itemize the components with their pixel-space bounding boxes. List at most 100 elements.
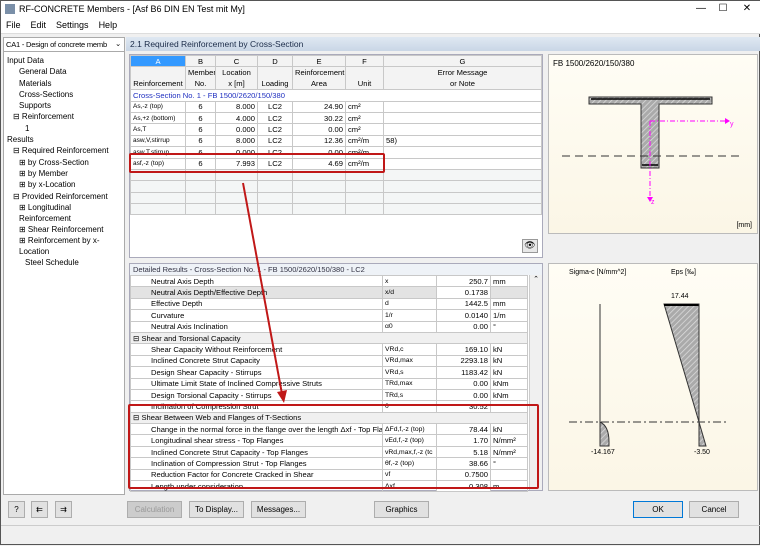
- column-letter[interactable]: D: [257, 54, 293, 68]
- column-letter[interactable]: C: [215, 54, 258, 68]
- empty-row: [130, 203, 542, 216]
- minimize-button[interactable]: —: [696, 3, 706, 14]
- table-cell[interactable]: As,+z (bottom): [130, 111, 186, 125]
- maximize-button[interactable]: ☐: [718, 3, 728, 14]
- tree-item[interactable]: ⊞ by Cross-Section: [19, 157, 89, 167]
- detailed-results-title: Detailed Results - Cross-Section No. 1 -…: [130, 264, 542, 275]
- table-cell[interactable]: LC2: [257, 100, 293, 113]
- menu-edit[interactable]: Edit: [30, 20, 47, 30]
- graphics-button[interactable]: Graphics: [374, 501, 429, 518]
- column-letter[interactable]: G: [383, 54, 542, 68]
- column-letter[interactable]: E: [292, 54, 346, 68]
- tree-item[interactable]: 1: [25, 123, 30, 133]
- table-row[interactable]: As,T 6 0.000 LC2 0.00 cm²: [130, 123, 542, 136]
- tree-item[interactable]: ⊞ Longitudinal Reinforcement: [19, 202, 72, 223]
- table-cell[interactable]: cm²: [345, 123, 384, 136]
- tree-item[interactable]: ⊞ by Member: [19, 168, 68, 178]
- column-letter[interactable]: B: [185, 54, 216, 68]
- table-cell[interactable]: 6: [185, 123, 216, 136]
- tree-item[interactable]: Input Data: [7, 56, 44, 65]
- menu-settings[interactable]: Settings: [56, 20, 89, 30]
- tree-item[interactable]: Results: [7, 135, 34, 145]
- sigma-block: [599, 421, 610, 447]
- detail-name: Neutral Axis Depth: [130, 274, 383, 288]
- table-cell[interactable]: [383, 146, 542, 159]
- column-letter[interactable]: F: [345, 54, 384, 68]
- column-header: x [m]: [215, 78, 258, 91]
- table-cell[interactable]: LC2: [257, 123, 293, 136]
- table-row[interactable]: asf,-z (top) 6 7.993 LC2 4.69 cm²/m: [130, 157, 542, 170]
- table-cell[interactable]: [383, 100, 542, 113]
- column-letter[interactable]: A: [130, 54, 186, 68]
- table-row[interactable]: asw,T,stirrup 6 0.000 LC2 0.00 cm²/m: [130, 146, 542, 159]
- detail-unit: °: [490, 457, 528, 470]
- calculation-button[interactable]: Calculation: [127, 501, 182, 518]
- tree-item[interactable]: ⊟ Provided Reinforcement: [13, 191, 108, 201]
- detail-name: Ultimate Limit State of Inclined Compres…: [130, 377, 383, 390]
- cross-section-graphic: FB 1500/2620/150/380 y z [mm]: [548, 54, 758, 234]
- detail-name: Shear Capacity Without Reinforcement: [130, 343, 383, 356]
- table-cell[interactable]: 58): [383, 134, 542, 148]
- tree-item[interactable]: ⊞ by x-Location: [19, 180, 76, 190]
- detail-sym: x: [382, 274, 437, 288]
- close-button[interactable]: ✕: [742, 3, 752, 14]
- table-row[interactable]: asw,V,stirrup 6 8.000 LC2 12.36 cm²/m 58): [130, 134, 542, 148]
- table-cell[interactable]: 0.00: [292, 123, 346, 136]
- scroll-up-icon[interactable]: ⌃: [533, 276, 539, 283]
- column-header: or Note: [383, 78, 542, 91]
- detail-unit: mm: [490, 297, 528, 311]
- table-cell[interactable]: 8.000: [215, 134, 258, 148]
- table-cell[interactable]: As,T: [130, 123, 186, 136]
- app-icon: [5, 4, 15, 14]
- detail-sym: α0: [382, 320, 437, 333]
- column-header: [257, 66, 293, 79]
- messages-button[interactable]: Messages...: [251, 501, 306, 518]
- table-row[interactable]: As,+z (bottom) 6 4.000 LC2 30.22 cm²: [130, 111, 542, 125]
- menu-help[interactable]: Help: [98, 20, 118, 30]
- tree-item[interactable]: ⊟ Required Reinforcement: [13, 146, 109, 156]
- tree-item[interactable]: ⊟ Reinforcement: [13, 112, 74, 122]
- table-row[interactable]: As,-z (top) 6 8.000 LC2 24.90 cm²: [130, 100, 542, 113]
- table-cell[interactable]: [383, 157, 542, 170]
- table-cell[interactable]: 6: [185, 134, 216, 148]
- help-icon[interactable]: ?: [8, 501, 25, 518]
- table-cell[interactable]: 0.000: [215, 123, 258, 136]
- table-cell[interactable]: 8.000: [215, 100, 258, 113]
- detail-row: Neutral Axis Depth x 250.7 mm: [130, 274, 528, 288]
- case-selector[interactable]: CA1 - Design of concrete memb ⌄: [4, 38, 124, 52]
- table-cell[interactable]: 30.22: [292, 111, 346, 125]
- menu-file[interactable]: File: [6, 20, 21, 30]
- table-cell[interactable]: 4.000: [215, 111, 258, 125]
- table-cell[interactable]: [383, 111, 542, 125]
- z-axis-arrow-icon: [647, 197, 653, 202]
- detail-name: Inclined Concrete Strut Capacity: [130, 354, 383, 368]
- table-cell[interactable]: [383, 123, 542, 136]
- table-cell[interactable]: cm²: [345, 100, 384, 113]
- tree-item[interactable]: Materials: [19, 78, 52, 88]
- table-cell[interactable]: LC2: [257, 111, 293, 125]
- table-cell[interactable]: 24.90: [292, 100, 346, 113]
- detail-val: 0.00: [436, 377, 491, 390]
- next-icon[interactable]: ⇉: [55, 501, 72, 518]
- table-cell[interactable]: LC2: [257, 134, 293, 148]
- table-cell[interactable]: cm²: [345, 111, 384, 125]
- tree-item[interactable]: Steel Schedule: [25, 258, 79, 268]
- table-cell[interactable]: As,-z (top): [130, 100, 186, 113]
- to-display-button[interactable]: To Display...: [189, 501, 244, 518]
- group-header[interactable]: ⊟ Shear and Torsional Capacity: [130, 331, 528, 345]
- tree-item[interactable]: Cross-Sections: [19, 89, 74, 99]
- table-cell[interactable]: 6: [185, 111, 216, 125]
- previous-icon[interactable]: ⇇: [31, 501, 48, 518]
- detail-unit: kN: [490, 354, 528, 368]
- table-cell[interactable]: 6: [185, 100, 216, 113]
- table-cell[interactable]: 12.36: [292, 134, 346, 148]
- table-cell[interactable]: cm²/m: [345, 134, 384, 148]
- tree-item[interactable]: General Data: [19, 67, 67, 77]
- ok-button[interactable]: OK: [633, 501, 683, 518]
- table-cell[interactable]: asw,V,stirrup: [130, 134, 186, 148]
- tree-item[interactable]: ⊞ Reinforcement by x-Location: [19, 236, 100, 257]
- cancel-button[interactable]: Cancel: [689, 501, 739, 518]
- eye-icon[interactable]: 👁: [522, 239, 538, 253]
- tree-item[interactable]: Supports: [19, 101, 52, 111]
- tree-item[interactable]: ⊞ Shear Reinforcement: [19, 224, 104, 234]
